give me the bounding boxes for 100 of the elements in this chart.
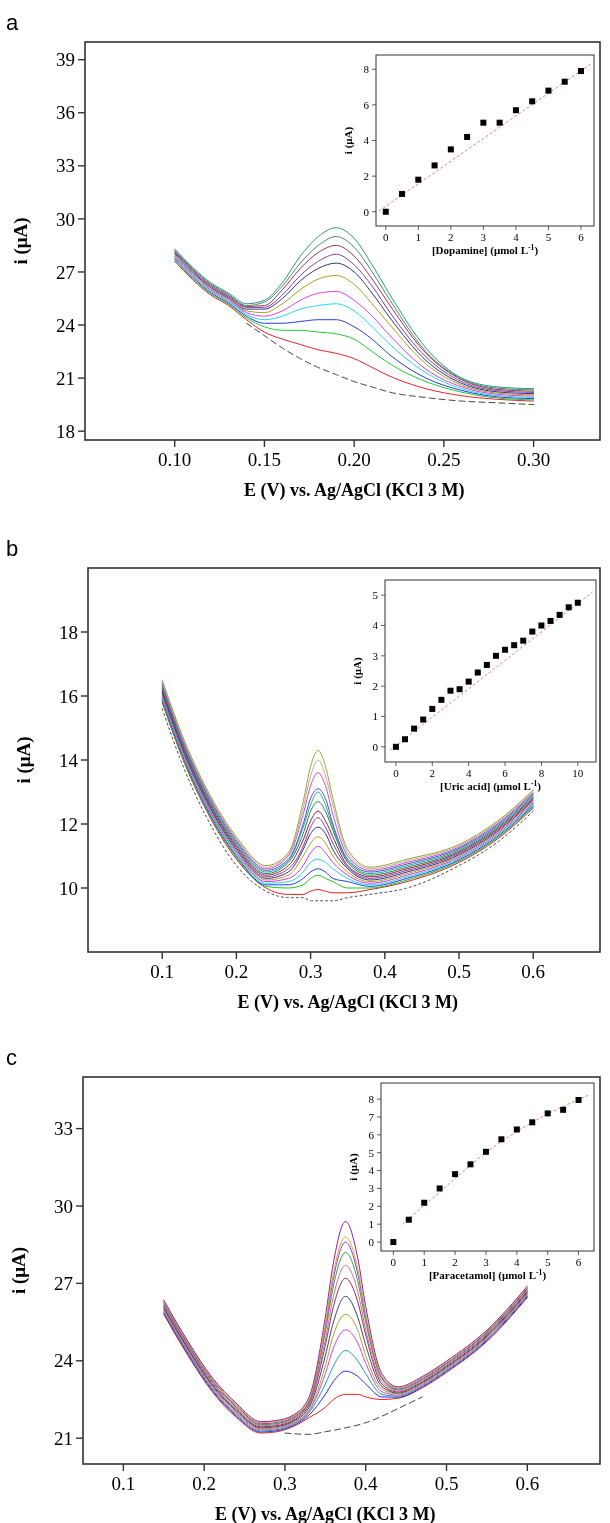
- point: [577, 68, 584, 75]
- x-tick-label: 0.2: [224, 961, 249, 982]
- point: [465, 678, 472, 685]
- y-axis-title: i (μA): [8, 1246, 30, 1295]
- chart-title: c: [6, 1045, 17, 1070]
- y-tick-label: 5: [368, 1146, 375, 1159]
- point: [399, 190, 406, 197]
- y-tick-label: 2: [363, 169, 369, 182]
- point: [447, 146, 454, 153]
- y-tick-label: 33: [54, 1118, 73, 1140]
- x-axis-title: [Dopamine] (μmol L$^{-1}$): [431, 242, 539, 257]
- y-tick-label: 12: [59, 813, 78, 835]
- point: [421, 1199, 428, 1206]
- x-tick-label: 2: [429, 767, 436, 779]
- x-tick-label: 5: [544, 1256, 551, 1268]
- y-tick-label: 33: [56, 155, 75, 177]
- point: [556, 611, 563, 618]
- x-tick-label: 0.5: [434, 1473, 459, 1494]
- y-tick-label: 18: [56, 420, 75, 442]
- point: [402, 736, 409, 743]
- y-tick-label: 2: [372, 680, 378, 693]
- point: [544, 1110, 551, 1117]
- x-tick-label: 0: [383, 231, 390, 243]
- x-tick-label: 0: [393, 767, 400, 779]
- x-tick-label: 1: [421, 1256, 427, 1268]
- point: [411, 725, 418, 732]
- point: [431, 162, 438, 169]
- point: [560, 1106, 567, 1113]
- point: [429, 705, 436, 712]
- point: [574, 599, 581, 606]
- x-tick-label: 0.5: [447, 961, 471, 982]
- x-tick-label: 0: [390, 1256, 397, 1268]
- point: [529, 628, 536, 635]
- x-tick-label: 4: [514, 1256, 521, 1268]
- y-tick-label: 24: [56, 314, 76, 336]
- x-tick-label: 0.15: [247, 449, 282, 470]
- point: [513, 1126, 520, 1133]
- point: [498, 1136, 505, 1143]
- y-tick-label: 27: [54, 1273, 73, 1295]
- line-series: [402, 1095, 589, 1225]
- point: [392, 743, 399, 750]
- y-tick-label: 27: [56, 261, 75, 283]
- y-axis-title: i (μA): [10, 217, 32, 265]
- x-tick-label: 4: [513, 231, 520, 243]
- y-tick-label: 30: [54, 1195, 73, 1217]
- point: [496, 119, 503, 126]
- x-tick-label: 1: [415, 231, 422, 243]
- point: [545, 87, 552, 94]
- y-tick-label: 6: [368, 1128, 375, 1141]
- y-axis-title: i (μA): [342, 126, 355, 155]
- line-series: [246, 322, 535, 406]
- y-tick-label: 6: [363, 98, 370, 111]
- y-tick-label: 8: [368, 1092, 375, 1105]
- x-tick-label: 0.20: [337, 449, 371, 470]
- y-tick-label: 39: [56, 49, 75, 71]
- y-axis-title: i (μA): [13, 736, 35, 784]
- point: [474, 669, 481, 676]
- y-axis-title: i (μA): [351, 657, 364, 685]
- y-tick-label: 3: [368, 1182, 375, 1195]
- point: [529, 98, 536, 105]
- point: [420, 716, 427, 723]
- x-tick-label: 2: [452, 1256, 458, 1268]
- point: [529, 1119, 536, 1126]
- point: [452, 1171, 459, 1178]
- chart-title: b: [6, 536, 19, 561]
- x-axis-title: [Uric acid] (μmol L$^{-1}$): [440, 778, 542, 793]
- x-tick-label: 4: [465, 767, 472, 779]
- point: [390, 1239, 397, 1246]
- y-tick-label: 5: [372, 589, 379, 602]
- x-tick-label: 6: [502, 767, 509, 779]
- x-axis-title: E (V) vs. Ag/AgCl (KCl 3 M): [237, 992, 458, 1013]
- point: [575, 1096, 582, 1103]
- point: [483, 661, 490, 668]
- y-tick-label: 16: [59, 685, 78, 707]
- point: [492, 652, 499, 659]
- y-axis-title: i (μA): [347, 1153, 360, 1181]
- x-tick-label: 0.3: [298, 961, 323, 982]
- x-tick-label: 0.25: [427, 449, 461, 470]
- x-tick-label: 0.10: [158, 449, 192, 470]
- y-tick-label: 4: [372, 619, 379, 632]
- y-tick-label: 21: [56, 367, 75, 389]
- y-tick-label: 10: [59, 877, 78, 899]
- x-tick-label: 8: [538, 767, 545, 779]
- y-tick-label: 4: [363, 134, 370, 147]
- x-tick-label: 2: [448, 231, 454, 243]
- x-tick-label: 0.1: [111, 1473, 136, 1494]
- x-tick-label: 5: [545, 231, 552, 243]
- point: [405, 1216, 412, 1223]
- x-tick-label: 0.1: [150, 961, 175, 982]
- y-tick-label: 30: [56, 208, 75, 230]
- line-series: [284, 1396, 423, 1435]
- point: [456, 686, 463, 693]
- point: [467, 1161, 474, 1168]
- point: [436, 1185, 443, 1192]
- y-tick-label: 8: [363, 63, 370, 76]
- x-tick-label: 0.30: [516, 449, 551, 470]
- point: [565, 604, 572, 611]
- point: [438, 696, 445, 703]
- x-tick-label: 3: [480, 231, 487, 243]
- point: [561, 78, 568, 85]
